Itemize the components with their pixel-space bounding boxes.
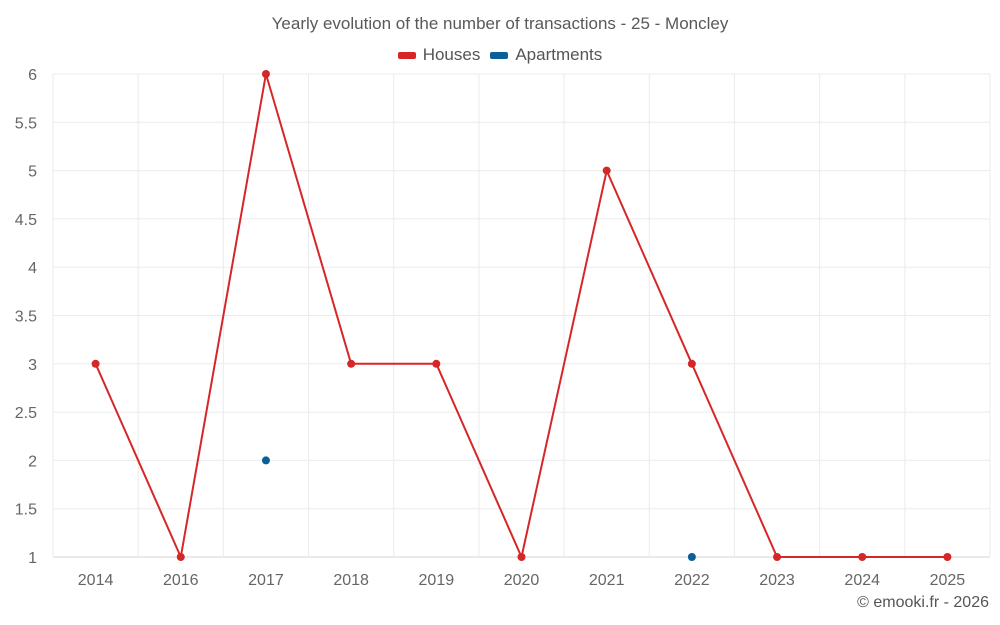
y-tick-label: 1.5 bbox=[15, 502, 37, 519]
x-tick-label: 2020 bbox=[504, 572, 540, 589]
y-tick-label: 3.5 bbox=[15, 309, 37, 326]
data-point-houses[interactable] bbox=[176, 553, 185, 561]
data-point-houses[interactable] bbox=[91, 359, 100, 368]
y-tick-label: 5.5 bbox=[15, 115, 37, 132]
x-tick-label: 2016 bbox=[163, 572, 199, 589]
x-tick-label: 2025 bbox=[930, 572, 966, 589]
y-tick-label: 2 bbox=[28, 453, 37, 470]
data-point-houses[interactable] bbox=[347, 359, 356, 368]
chart-title: Yearly evolution of the number of transa… bbox=[271, 14, 729, 33]
data-point-houses[interactable] bbox=[602, 166, 611, 175]
data-point-houses[interactable] bbox=[858, 553, 867, 561]
y-tick-label: 5 bbox=[28, 164, 37, 181]
legend-item-houses[interactable]: Houses bbox=[397, 45, 481, 65]
data-point-apartments[interactable] bbox=[687, 553, 696, 561]
y-tick-label: 2.5 bbox=[15, 405, 37, 422]
credit-text: © emooki.fr - 2026 bbox=[857, 594, 989, 611]
y-axis: 1 1.5 2 2.5 3 3.5 4 4.5 5 5.5 6 bbox=[15, 67, 37, 567]
data-point-houses[interactable] bbox=[943, 553, 952, 561]
y-tick-label: 6 bbox=[28, 67, 37, 84]
legend-swatch-houses bbox=[397, 51, 416, 59]
y-tick-label: 4.5 bbox=[15, 212, 37, 229]
legend-swatch-apartments bbox=[490, 51, 509, 59]
x-axis: 2014 2016 2017 2018 2019 2020 2021 2022 2023 2024… bbox=[78, 572, 966, 589]
data-point-houses[interactable] bbox=[517, 553, 526, 561]
y-tick-label: 3 bbox=[28, 357, 37, 374]
x-tick-label: 2014 bbox=[78, 572, 114, 589]
legend-label-apartments: Apartments bbox=[515, 45, 603, 64]
x-tick-label: 2017 bbox=[248, 572, 284, 589]
series-layer bbox=[91, 70, 952, 561]
x-tick-label: 2019 bbox=[419, 572, 455, 589]
data-point-houses[interactable] bbox=[687, 359, 696, 368]
y-tick-label: 4 bbox=[28, 260, 37, 277]
x-tick-label: 2018 bbox=[333, 572, 369, 589]
grid-lines bbox=[52, 73, 991, 558]
x-tick-label: 2021 bbox=[589, 572, 625, 589]
data-point-apartments[interactable] bbox=[261, 456, 270, 465]
data-point-houses[interactable] bbox=[773, 553, 782, 561]
data-point-houses[interactable] bbox=[432, 359, 441, 368]
legend-label-houses: Houses bbox=[422, 45, 481, 64]
legend: Houses Apartments bbox=[0, 45, 1000, 65]
x-tick-label: 2023 bbox=[759, 572, 795, 589]
x-tick-label: 2022 bbox=[674, 572, 710, 589]
y-tick-label: 1 bbox=[28, 550, 37, 567]
legend-item-apartments[interactable]: Apartments bbox=[490, 45, 602, 65]
x-tick-label: 2024 bbox=[844, 572, 880, 589]
data-point-houses[interactable] bbox=[261, 70, 270, 78]
